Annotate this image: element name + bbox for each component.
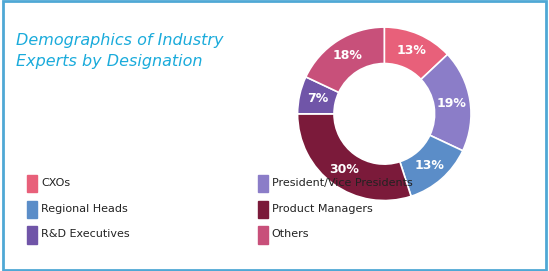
Wedge shape (298, 77, 339, 114)
Wedge shape (421, 54, 471, 151)
Text: 19%: 19% (437, 96, 467, 109)
Text: 13%: 13% (396, 44, 427, 57)
Text: Others: Others (272, 230, 309, 239)
Text: Regional Heads: Regional Heads (41, 204, 128, 214)
Text: 7%: 7% (307, 92, 328, 105)
Text: 18%: 18% (333, 50, 362, 63)
Text: President/Vice Presidents: President/Vice Presidents (272, 178, 412, 188)
Wedge shape (384, 27, 447, 79)
Text: Product Managers: Product Managers (272, 204, 373, 214)
Text: CXOs: CXOs (41, 178, 70, 188)
Wedge shape (298, 114, 411, 201)
Text: R&D Executives: R&D Executives (41, 230, 130, 239)
Wedge shape (306, 27, 384, 92)
Text: 13%: 13% (414, 159, 445, 172)
Text: 30%: 30% (329, 163, 359, 176)
Text: Demographics of Industry
Experts by Designation: Demographics of Industry Experts by Desi… (16, 33, 224, 69)
Wedge shape (400, 135, 463, 196)
